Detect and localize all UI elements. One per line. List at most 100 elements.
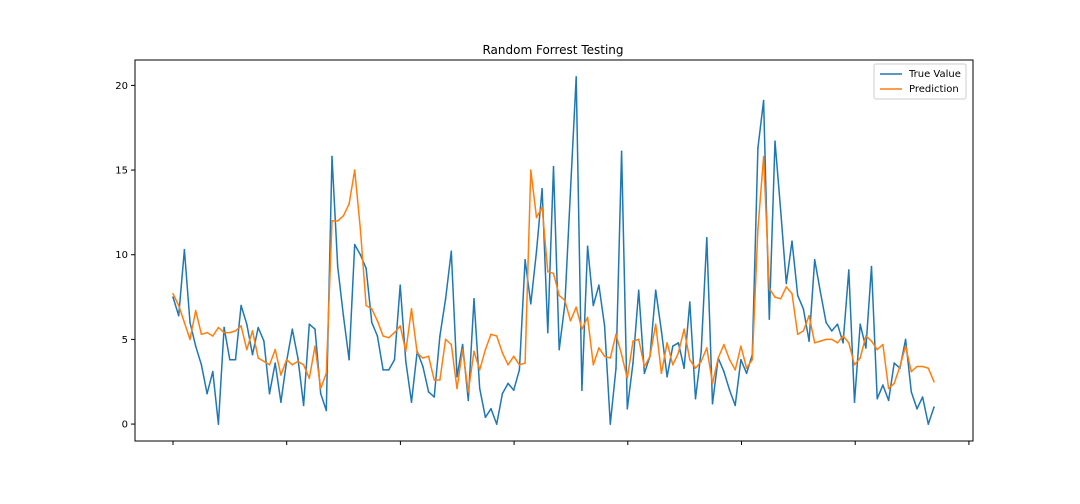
data-point-prediction — [774, 296, 776, 298]
data-point-true-value — [189, 321, 191, 324]
data-point-prediction — [268, 364, 271, 366]
data-point-prediction — [467, 391, 470, 393]
data-point-prediction — [325, 372, 328, 375]
data-point-prediction — [530, 169, 532, 171]
data-point-true-value — [353, 243, 356, 246]
data-point-true-value — [609, 423, 612, 425]
data-point-true-value — [626, 408, 629, 410]
data-point-prediction — [427, 355, 430, 358]
data-point-true-value — [467, 399, 470, 402]
data-point-prediction — [592, 364, 595, 366]
data-point-prediction — [916, 365, 918, 368]
data-point-true-value — [473, 298, 475, 300]
data-point-true-value — [796, 294, 799, 297]
data-point-true-value — [257, 326, 260, 329]
data-point-true-value — [654, 289, 657, 292]
y-tick-label: 20 — [115, 81, 128, 92]
data-point-true-value — [427, 391, 430, 393]
data-point-true-value — [246, 323, 248, 326]
data-point-prediction — [183, 321, 186, 324]
data-point-true-value — [444, 298, 447, 300]
data-point-prediction — [933, 380, 935, 383]
data-point-true-value — [592, 304, 595, 307]
data-point-true-value — [359, 253, 362, 256]
data-point-true-value — [382, 369, 384, 371]
data-point-prediction — [342, 215, 345, 217]
series-layer — [172, 76, 935, 425]
data-point-prediction — [677, 352, 680, 354]
data-point-true-value — [291, 328, 294, 331]
data-point-true-value — [615, 367, 617, 370]
data-point-true-value — [297, 357, 299, 359]
data-point-true-value — [217, 423, 220, 425]
data-point-prediction — [206, 331, 208, 334]
data-point-prediction — [711, 382, 714, 385]
data-point-true-value — [706, 237, 708, 239]
axes-frame — [134, 59, 974, 442]
data-point-prediction — [240, 325, 242, 327]
data-point-prediction — [921, 365, 924, 368]
data-point-prediction — [291, 364, 294, 366]
data-point-true-value — [240, 304, 242, 307]
data-point-true-value — [490, 408, 492, 410]
data-point-true-value — [893, 362, 895, 364]
y-tick-label: 0 — [122, 420, 128, 431]
data-point-true-value — [274, 362, 277, 364]
data-point-prediction — [484, 348, 487, 351]
data-point-prediction — [643, 365, 646, 368]
data-point-true-value — [734, 404, 736, 407]
data-point-prediction — [433, 379, 436, 381]
data-point-prediction — [757, 228, 759, 231]
data-point-true-value — [728, 389, 731, 392]
data-point-prediction — [348, 203, 350, 205]
data-point-true-value — [711, 402, 714, 405]
chart-title: Random Forrest Testing — [482, 43, 623, 57]
data-point-prediction — [637, 338, 640, 341]
data-point-prediction — [660, 372, 663, 375]
data-point-true-value — [882, 384, 884, 386]
data-point-true-value — [808, 340, 810, 342]
data-point-true-value — [223, 326, 225, 329]
data-point-true-value — [819, 291, 822, 293]
data-point-true-value — [535, 250, 538, 253]
data-point-true-value — [433, 396, 436, 398]
data-point-true-value — [842, 342, 844, 344]
data-point-prediction — [439, 379, 441, 381]
data-point-true-value — [859, 323, 861, 326]
data-point-true-value — [779, 209, 782, 212]
data-point-prediction — [507, 364, 509, 366]
data-point-true-value — [921, 396, 924, 398]
data-point-prediction — [609, 357, 612, 359]
data-point-true-value — [802, 308, 805, 310]
data-point-true-value — [825, 321, 827, 324]
data-point-true-value — [302, 404, 305, 407]
data-point-prediction — [331, 220, 333, 222]
data-point-prediction — [717, 357, 719, 359]
data-point-prediction — [848, 342, 850, 344]
data-point-prediction — [791, 292, 793, 295]
data-point-prediction — [740, 345, 742, 348]
data-point-prediction — [376, 320, 379, 322]
data-point-prediction — [683, 328, 685, 331]
data-point-true-value — [575, 76, 577, 78]
data-point-prediction — [768, 287, 771, 290]
data-point-prediction — [512, 355, 515, 358]
data-point-true-value — [632, 362, 634, 364]
data-point-true-value — [813, 259, 816, 261]
data-point-true-value — [530, 303, 532, 305]
data-point-prediction — [666, 342, 668, 344]
data-point-true-value — [461, 343, 464, 346]
x-axis — [172, 441, 970, 445]
data-point-true-value — [870, 265, 873, 268]
data-point-prediction — [302, 364, 305, 366]
data-point-prediction — [723, 343, 725, 346]
data-point-prediction — [825, 338, 827, 341]
y-tick-label: 5 — [122, 335, 128, 346]
data-point-true-value — [495, 423, 498, 425]
data-point-true-value — [399, 284, 402, 287]
data-point-true-value — [501, 392, 504, 395]
legend-prediction-label: Prediction — [909, 84, 959, 95]
data-point-true-value — [308, 323, 311, 326]
data-point-true-value — [212, 370, 214, 373]
data-point-true-value — [547, 331, 549, 334]
